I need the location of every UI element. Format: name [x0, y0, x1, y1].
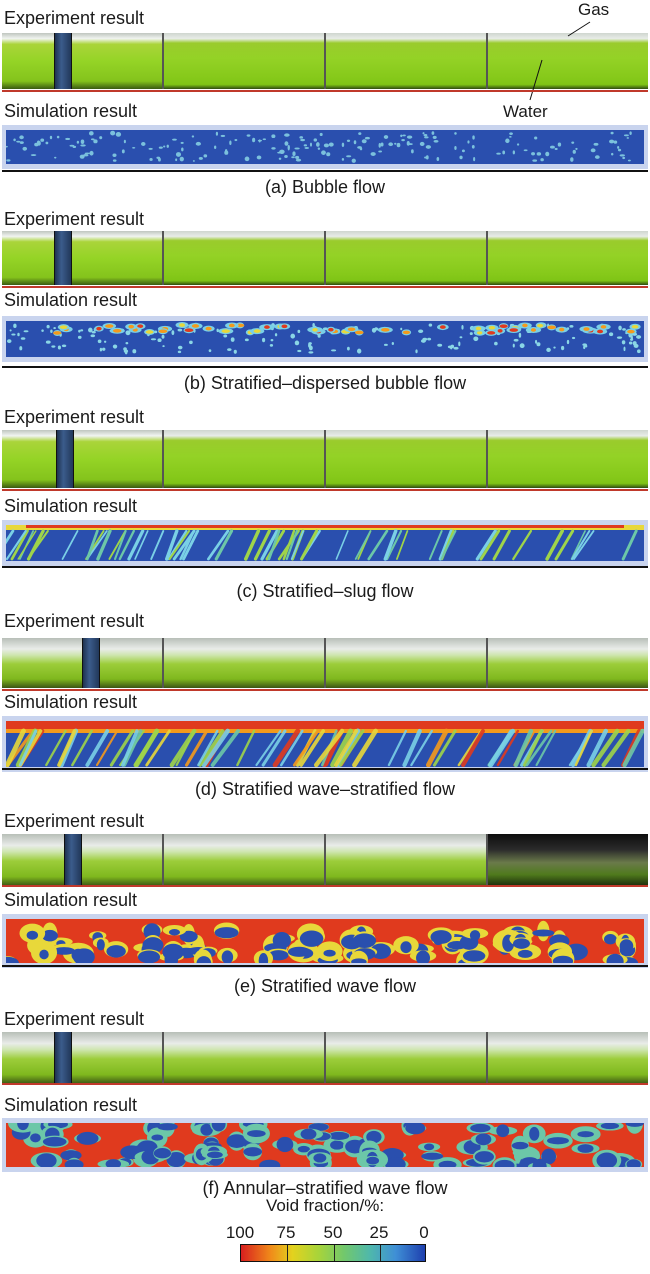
- simulation-image: [2, 716, 648, 772]
- red-divider: [2, 1083, 648, 1085]
- simulation-image: [2, 914, 648, 968]
- black-divider: [2, 366, 648, 368]
- panel-caption: (f) Annular–stratified wave flow: [202, 1178, 448, 1198]
- red-divider: [2, 90, 648, 92]
- legend-tick: 50: [323, 1223, 343, 1242]
- legend-tick: 0: [419, 1223, 429, 1242]
- black-divider: [2, 768, 648, 770]
- red-divider: [2, 286, 648, 288]
- water-annotation: Water: [503, 102, 548, 121]
- simulation-label: Simulation result: [4, 496, 138, 516]
- panel-caption: (d) Stratified wave–stratified flow: [194, 779, 456, 799]
- experiment-label: Experiment result: [4, 407, 145, 427]
- legend-tick: 100: [225, 1223, 255, 1242]
- black-divider: [2, 170, 648, 172]
- panel-caption: (a) Bubble flow: [264, 177, 386, 197]
- simulation-label: Simulation result: [4, 290, 138, 310]
- pipe-fitting: [54, 1032, 72, 1084]
- experiment-label: Experiment result: [4, 1009, 145, 1029]
- experiment-label: Experiment result: [4, 8, 145, 28]
- simulation-label: Simulation result: [4, 1095, 138, 1115]
- simulation-image: [2, 316, 648, 362]
- panel-caption: (c) Stratified–slug flow: [236, 581, 414, 601]
- red-divider: [2, 885, 648, 887]
- simulation-label: Simulation result: [4, 890, 138, 910]
- experiment-image: [2, 430, 648, 488]
- annotation-leaders: [529, 21, 591, 101]
- legend-colorbar: [240, 1244, 426, 1262]
- red-divider: [2, 689, 648, 691]
- black-divider: [2, 965, 648, 967]
- simulation-label: Simulation result: [4, 692, 138, 712]
- pipe-fitting: [54, 231, 72, 285]
- simulation-image: [2, 1118, 648, 1172]
- legend-title: Void fraction/%:: [265, 1196, 385, 1215]
- simulation-image: [2, 520, 648, 566]
- panel-caption: (b) Stratified–dispersed bubble flow: [183, 373, 467, 393]
- pipe-fitting: [82, 638, 100, 688]
- experiment-image: [2, 33, 648, 89]
- gas-annotation: Gas: [578, 0, 610, 19]
- pipe-fitting: [54, 33, 72, 89]
- pipe-fitting: [56, 430, 74, 488]
- legend-tick: 25: [369, 1223, 389, 1242]
- legend-tick: 75: [276, 1223, 296, 1242]
- pipe-fitting: [64, 834, 82, 886]
- experiment-image: [2, 1032, 648, 1084]
- experiment-image: [2, 638, 648, 688]
- experiment-label: Experiment result: [4, 209, 145, 229]
- experiment-image: [2, 231, 648, 285]
- panel-caption: (e) Stratified wave flow: [233, 976, 417, 996]
- experiment-label: Experiment result: [4, 811, 145, 831]
- red-divider: [2, 489, 648, 491]
- black-divider: [2, 566, 648, 568]
- simulation-label: Simulation result: [4, 101, 138, 121]
- experiment-image: [2, 834, 648, 886]
- experiment-label: Experiment result: [4, 611, 145, 631]
- simulation-image: [2, 125, 648, 169]
- legend-ticks: 100 75 50 25 0: [220, 1223, 440, 1243]
